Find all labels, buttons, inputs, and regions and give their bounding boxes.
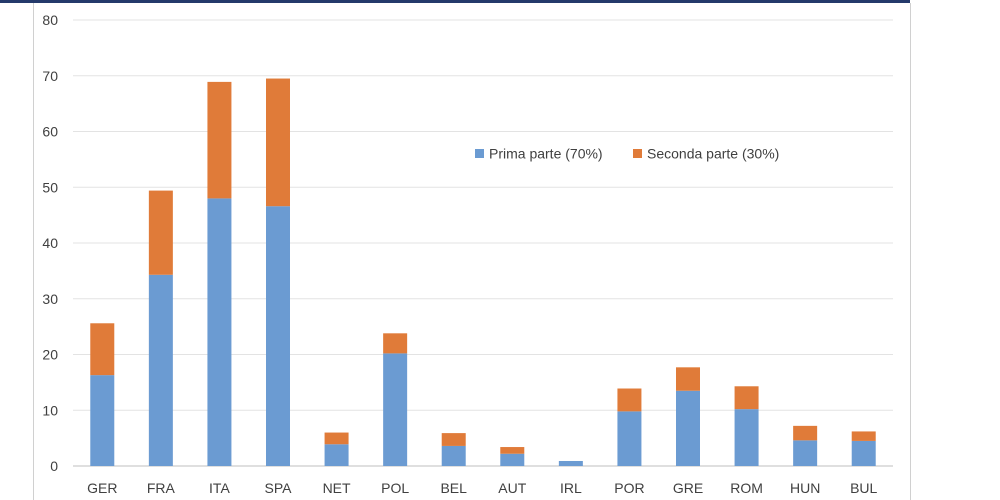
y-tick-label: 50 [42,179,58,195]
bar-hun-series-1 [793,440,818,466]
top-accent-bar [0,0,910,3]
x-tick-label-por: POR [614,480,644,496]
bar-pol-series-1 [383,353,408,466]
bar-por-series-1 [617,411,642,466]
bar-irl-series-1 [558,460,583,466]
gridlines [73,19,893,467]
x-tick-label-ita: ITA [209,480,230,496]
bar-spa-series-1 [266,206,290,466]
y-tick-label: 60 [42,124,58,140]
legend-swatch-2 [633,149,642,158]
y-tick-label: 70 [42,68,58,84]
bar-gre-series-2 [676,367,700,391]
right-frame-line [910,3,911,500]
y-tick-label: 40 [42,235,58,251]
bar-net-series-1 [324,444,349,466]
bar-bel-series-1 [441,445,466,466]
bar-gre-series-1 [676,390,700,466]
bar-aut-series-2 [500,447,525,454]
left-frame-line [33,3,34,500]
x-tick-label-irl: IRL [560,480,582,496]
legend-label-2: Seconda parte (30%) [647,146,779,162]
y-tick-label: 80 [42,12,58,28]
bar-net-series-2 [324,432,349,445]
bar-ger-series-1 [90,375,115,466]
legend-swatch-1 [475,149,484,158]
bar-bul-series-1 [851,440,876,466]
x-tick-label-bul: BUL [850,480,877,496]
x-tick-label-ger: GER [87,480,117,496]
bar-fra-series-2 [148,190,173,275]
y-tick-label: 0 [50,458,58,474]
y-tick-label: 20 [42,347,58,363]
bar-fra-series-1 [148,274,173,466]
legend: Prima parte (70%) Seconda parte (30%) [475,146,779,162]
x-axis-ticks: GER FRA ITA SPA NET POL BEL AUT IRL POR GRE ROM HUN B… [87,480,877,496]
bar-rom-series-2 [734,386,759,410]
bar-spa-series-2 [266,78,290,207]
y-tick-label: 10 [42,402,58,418]
bar-ita-series-1 [207,198,232,466]
y-tick-label: 30 [42,291,58,307]
x-tick-label-hun: HUN [790,480,820,496]
x-tick-label-gre: GRE [673,480,703,496]
x-tick-label-aut: AUT [498,480,526,496]
y-axis-ticks: 0 10 20 30 40 50 60 70 80 [42,12,58,474]
bar-bul-series-2 [851,431,876,441]
x-tick-label-spa: SPA [265,480,293,496]
bars [90,78,876,466]
bar-ita-series-2 [207,81,232,199]
bar-pol-series-2 [383,333,408,354]
legend-label-1: Prima parte (70%) [489,146,603,162]
bar-hun-series-2 [793,425,818,441]
x-tick-label-pol: POL [381,480,409,496]
x-tick-label-fra: FRA [147,480,176,496]
bar-por-series-2 [617,388,642,412]
x-tick-label-net: NET [323,480,351,496]
bar-ger-series-2 [90,323,115,376]
bar-bel-series-2 [441,433,466,446]
x-tick-label-bel: BEL [440,480,467,496]
bar-rom-series-1 [734,409,759,466]
bar-aut-series-1 [500,453,525,466]
x-tick-label-rom: ROM [730,480,763,496]
